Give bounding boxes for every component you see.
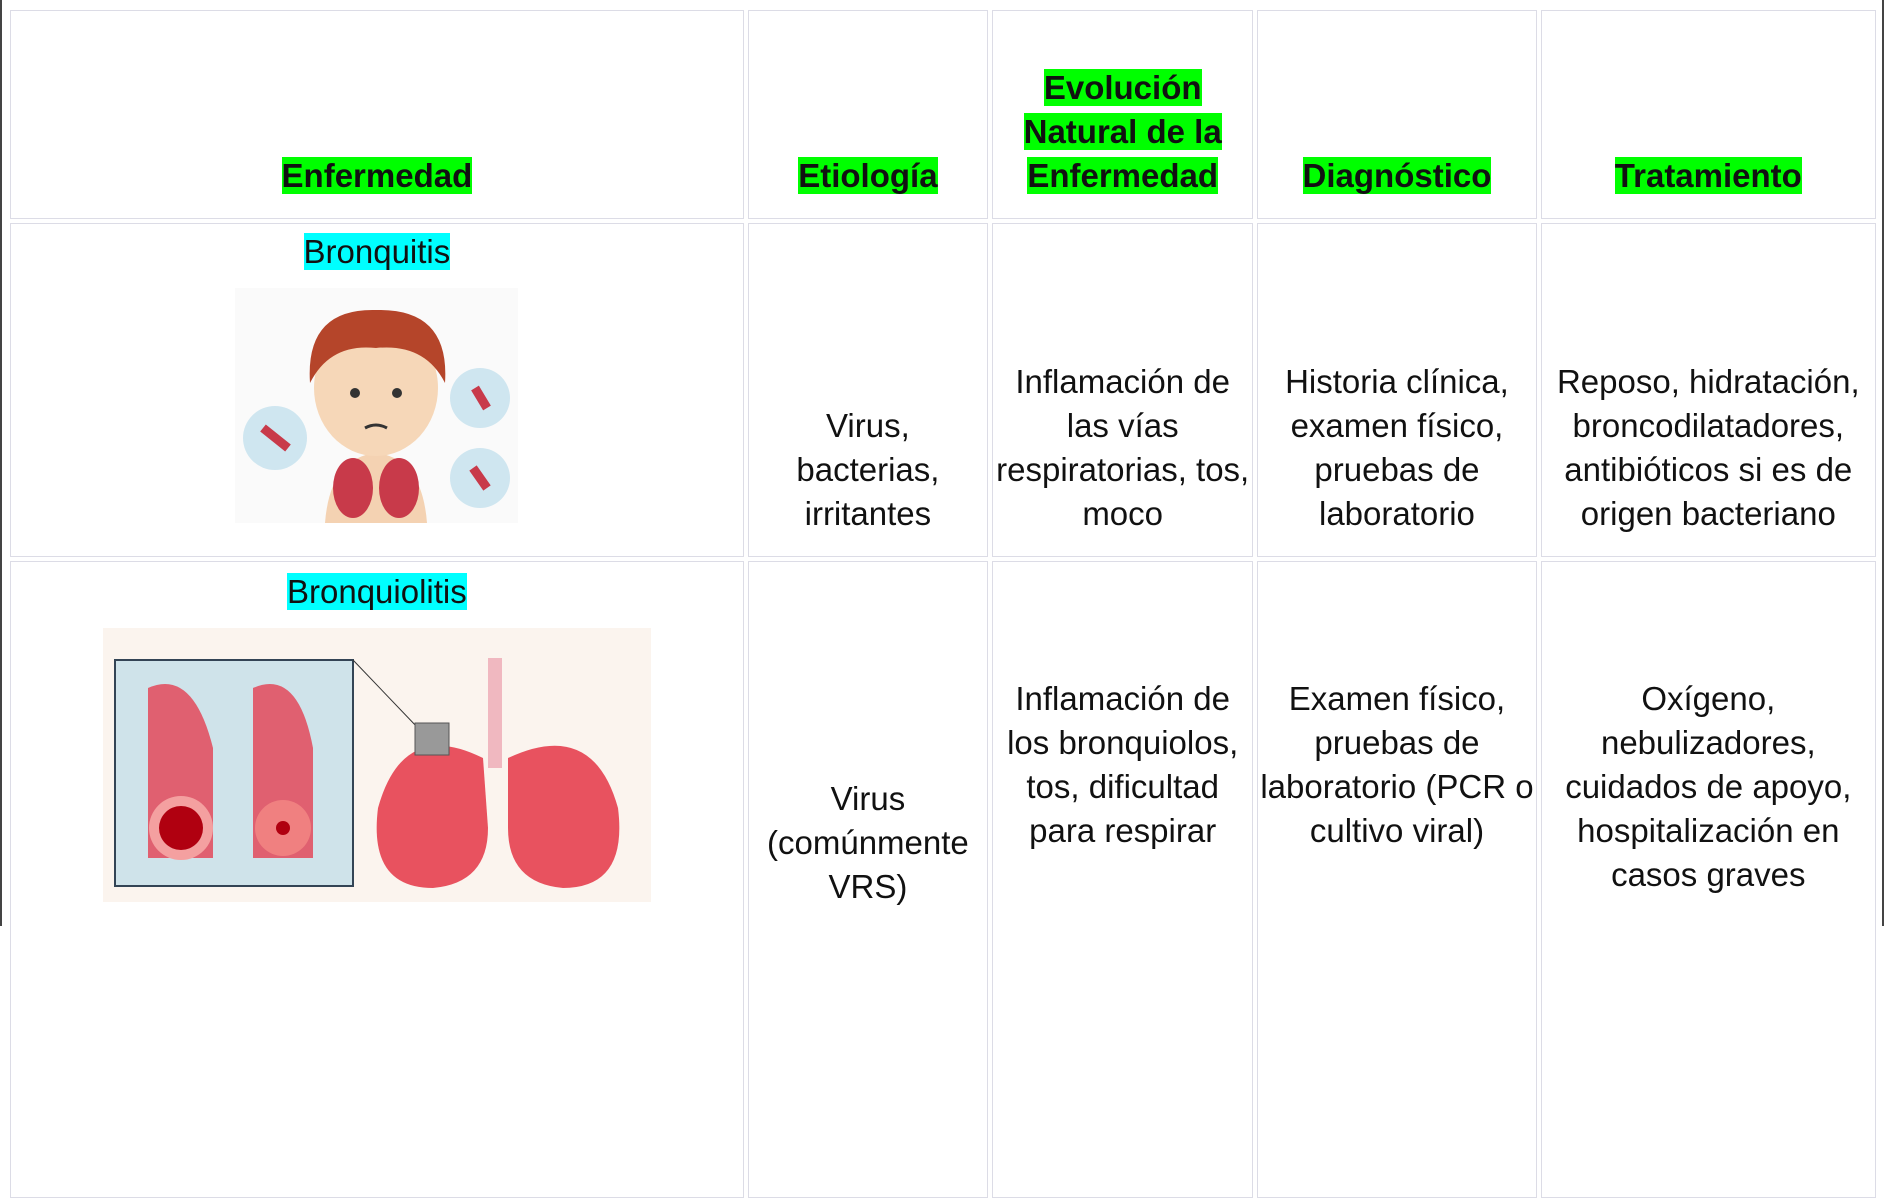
header-cell: Enfermedad	[10, 10, 744, 219]
row: Bronquiolitis Virus (comúnmente VRS) Inf…	[10, 561, 1876, 1198]
header-cell: Tratamiento	[1540, 10, 1876, 219]
border	[0, 0, 2, 926]
cell: Examen físico, pruebas de laboratorio (P…	[1257, 561, 1537, 1198]
cell: Oxígeno, nebulizadores, cuidados de apoy…	[1540, 561, 1876, 1198]
cell: Inflamación de las vías respiratorias, t…	[992, 223, 1254, 557]
header-text: Enfermedad	[281, 157, 473, 194]
cell: Virus, bacterias, irritantes	[747, 223, 989, 557]
header-cell: Etiología	[747, 10, 989, 219]
header-text: Tratamiento	[1614, 157, 1802, 194]
header-text: Etiología	[798, 157, 938, 194]
cell: Inflamación de los bronquiolos, tos, dif…	[992, 561, 1254, 1198]
header-text: Evolución Natural de la Enfermedad	[1023, 69, 1222, 194]
cell: Bronquiolitis	[10, 561, 744, 1198]
header-row: Enfermedad Etiología Evolución Natural d…	[10, 10, 1876, 219]
header-cell: Evolución Natural de la Enfermedad	[992, 10, 1254, 219]
cell: Reposo, hidratación, broncodilatadores, …	[1540, 223, 1876, 557]
disease-table: Enfermedad Etiología Evolución Natural d…	[6, 6, 1880, 1202]
row: Bronquitis Virus, bacterias, irritantes …	[10, 223, 1876, 557]
cell: Bronquitis	[10, 223, 744, 557]
disease-name: Bronquitis	[303, 233, 451, 270]
cell: Virus (comúnmente VRS)	[747, 561, 989, 1198]
header-cell: Diagnóstico	[1257, 10, 1537, 219]
header-text: Diagnóstico	[1302, 157, 1492, 194]
cell: Historia clínica, examen físico, pruebas…	[1257, 223, 1537, 557]
disease-name: Bronquiolitis	[287, 573, 467, 610]
bronquiolitis-image	[102, 628, 651, 902]
border	[1882, 0, 1884, 926]
bronquitis-image	[235, 288, 519, 523]
